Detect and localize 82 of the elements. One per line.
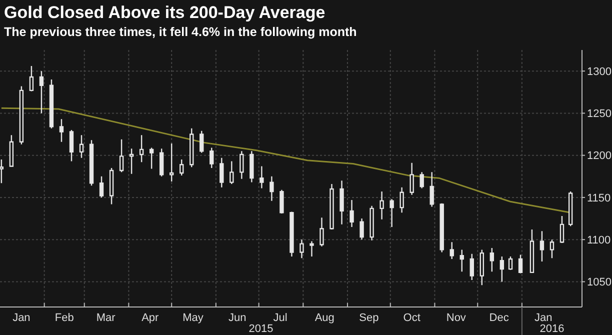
candlestick xyxy=(190,128,194,168)
y-tick-label: 1100 xyxy=(587,234,611,246)
candlestick xyxy=(420,172,424,189)
candlestick xyxy=(508,256,513,271)
candlestick xyxy=(540,230,544,262)
candlestick xyxy=(159,148,164,177)
candlestick xyxy=(119,138,124,173)
candlestick xyxy=(330,183,334,230)
candlestick xyxy=(89,140,94,186)
candlestick xyxy=(220,157,224,188)
candlestick xyxy=(480,249,484,286)
x-tick-label: Nov xyxy=(446,312,466,324)
x-tick-label: Jun xyxy=(228,312,246,324)
candlestick xyxy=(169,142,174,182)
candlestick xyxy=(290,211,294,258)
candlestick xyxy=(340,180,344,226)
candlestick xyxy=(240,150,244,180)
candlestick xyxy=(360,218,364,240)
candlestick xyxy=(109,167,114,205)
candlestick xyxy=(270,176,274,202)
x-tick-label: Feb xyxy=(54,312,74,324)
y-tick-label: 1300 xyxy=(587,66,612,78)
x-tick-label: Jan xyxy=(534,312,552,324)
y-tick-label: 1200 xyxy=(587,150,612,162)
candlestick xyxy=(470,253,474,281)
candlestick xyxy=(310,240,314,258)
candlestick xyxy=(280,189,284,214)
candlestick xyxy=(99,176,104,198)
candlestick xyxy=(500,256,504,282)
candlestick xyxy=(29,65,34,92)
x-tick-label: Aug xyxy=(314,312,334,324)
line-series xyxy=(0,107,572,214)
x-tick-label: Mar xyxy=(96,312,116,324)
candlestick xyxy=(550,238,554,259)
candlestick xyxy=(350,199,354,228)
candlestick xyxy=(59,118,64,142)
candlestick xyxy=(300,238,304,259)
candlestick xyxy=(230,160,234,185)
candlestick xyxy=(250,150,254,183)
candlestick xyxy=(149,147,154,170)
x-tick-label: May xyxy=(182,312,204,324)
candlestick xyxy=(260,166,264,189)
candlestick xyxy=(49,78,54,129)
candlestick xyxy=(370,205,374,242)
text: 2015 xyxy=(248,323,274,335)
text: 2016 xyxy=(540,323,564,335)
candlestick xyxy=(440,202,444,253)
candlestick xyxy=(69,129,74,162)
chart-subtitle: The previous three times, it fell 4.6% in the following month xyxy=(4,25,357,39)
candlestick xyxy=(180,158,184,176)
y-tick-label: 1150 xyxy=(587,192,611,204)
candlestick xyxy=(490,247,494,272)
x-tick-label: Sep xyxy=(359,312,379,324)
candlestick xyxy=(129,148,134,174)
candlestick xyxy=(390,198,394,228)
candlestick xyxy=(568,190,573,227)
candlestick xyxy=(210,147,214,169)
x-tick-label: Jul xyxy=(273,312,288,324)
candlestick xyxy=(560,215,564,244)
candlestick xyxy=(0,158,4,184)
y-tick-label: 1250 xyxy=(587,108,612,120)
candlestick xyxy=(39,70,44,114)
x-tick-label: Apr xyxy=(142,312,160,324)
candlestick xyxy=(79,134,84,158)
candlestick xyxy=(400,186,404,214)
candlestick xyxy=(430,172,434,208)
candlestick xyxy=(9,134,14,167)
chart-title: Gold Closed Above its 200-Day Average xyxy=(4,3,326,22)
x-tick-label: Oct xyxy=(403,312,420,324)
y-tick-label: 1050 xyxy=(587,276,612,289)
candlestick xyxy=(518,254,523,274)
x-tick-label: Jan xyxy=(12,312,30,324)
candlestick xyxy=(460,249,464,272)
candlestick xyxy=(139,134,144,163)
candlestick xyxy=(380,190,384,220)
candlestick xyxy=(410,162,414,196)
x-tick-label: Dec xyxy=(489,312,510,324)
candlestick xyxy=(450,242,454,260)
candlestick xyxy=(530,228,534,274)
candlestick xyxy=(19,86,24,145)
candlestick xyxy=(200,130,204,154)
candlestick xyxy=(320,217,324,247)
